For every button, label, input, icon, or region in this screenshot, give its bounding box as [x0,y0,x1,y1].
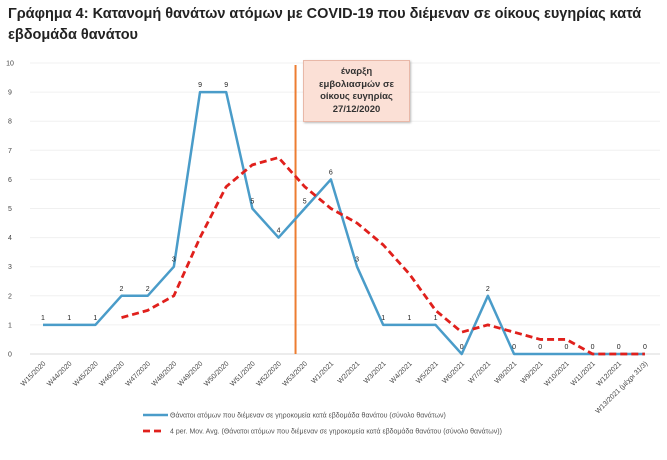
data-label: 9 [224,82,228,89]
x-tick-label: W10/2021 [543,360,571,388]
data-label: 5 [250,199,254,206]
x-tick-label: W15/2020 [20,360,48,388]
data-label: 1 [41,315,45,322]
x-tick-label: W2/2021 [337,360,362,385]
x-tick-label: W3/2021 [363,360,388,385]
x-tick-label: W46/2020 [98,360,126,388]
data-label: 0 [538,344,542,351]
x-tick-label: W5/2021 [415,360,440,385]
x-tick-label: W6/2021 [441,360,466,385]
x-tick-label: W52/2020 [255,360,283,388]
y-tick-label: 8 [8,119,12,126]
x-tick-label: W45/2020 [72,360,100,388]
data-label: 1 [407,315,411,322]
x-tick-label: W48/2020 [151,360,179,388]
y-tick-label: 4 [8,235,12,242]
data-label: 0 [564,344,568,351]
weekly-deaths-line [43,90,645,356]
x-tick-label: W49/2020 [177,360,205,388]
x-tick-label: W12/2021 [596,360,624,388]
x-tick-label: W47/2020 [125,360,153,388]
vaccination-annotation: έναρξη εμβολιασμών σε οίκους ευγηρίας 27… [303,60,410,122]
data-label: 6 [329,169,333,176]
x-tick-label: W53/2020 [282,360,310,388]
moving-average-line [121,156,645,356]
y-tick-label: 0 [8,352,12,359]
x-tick-label: W8/2021 [494,360,519,385]
data-label: 2 [120,286,124,293]
data-label: 9 [198,82,202,89]
x-tick-label: W13/2021 (μέχρι 31/3) [594,360,649,415]
x-tick-label: W7/2021 [468,360,493,385]
data-label: 1 [67,315,71,322]
data-label: 0 [643,344,647,351]
data-label: 0 [591,344,595,351]
y-tick-label: 6 [8,177,12,184]
data-label: 1 [434,315,438,322]
data-label: 3 [355,257,359,264]
legend-label-moving-average: 4 per. Mov. Avg. (Θάνατοι ατόμων που διέ… [170,428,502,436]
x-tick-label: W1/2021 [311,360,336,385]
y-tick-label: 10 [6,61,14,68]
x-tick-label: W44/2020 [46,360,74,388]
x-tick-label: W51/2020 [229,360,257,388]
data-label: 3 [172,257,176,264]
chart-title: Γράφημα 4: Κατανομή θανάτων ατόμων με CO… [8,6,642,43]
y-tick-label: 2 [8,293,12,300]
y-tick-label: 9 [8,90,12,97]
x-tick-label: W9/2021 [520,360,545,385]
x-tick-label: W50/2020 [203,360,231,388]
y-tick-label: 7 [8,148,12,155]
data-label: 1 [93,315,97,322]
data-label: 0 [617,344,621,351]
data-label: 0 [512,344,516,351]
legend-label-weekly: Θάνατοι ατόμων που διέμεναν σε γηροκομεί… [170,412,446,420]
data-label: 2 [486,286,490,293]
data-label: 4 [277,228,281,235]
y-tick-label: 3 [8,264,12,271]
data-label: 5 [303,199,307,206]
data-label: 2 [146,286,150,293]
x-tick-label: W4/2021 [389,360,414,385]
y-tick-label: 5 [8,206,12,213]
y-tick-label: 1 [8,322,12,329]
data-label: 0 [460,344,464,351]
x-tick-label: W11/2021 [570,360,597,387]
data-label: 1 [381,315,385,322]
